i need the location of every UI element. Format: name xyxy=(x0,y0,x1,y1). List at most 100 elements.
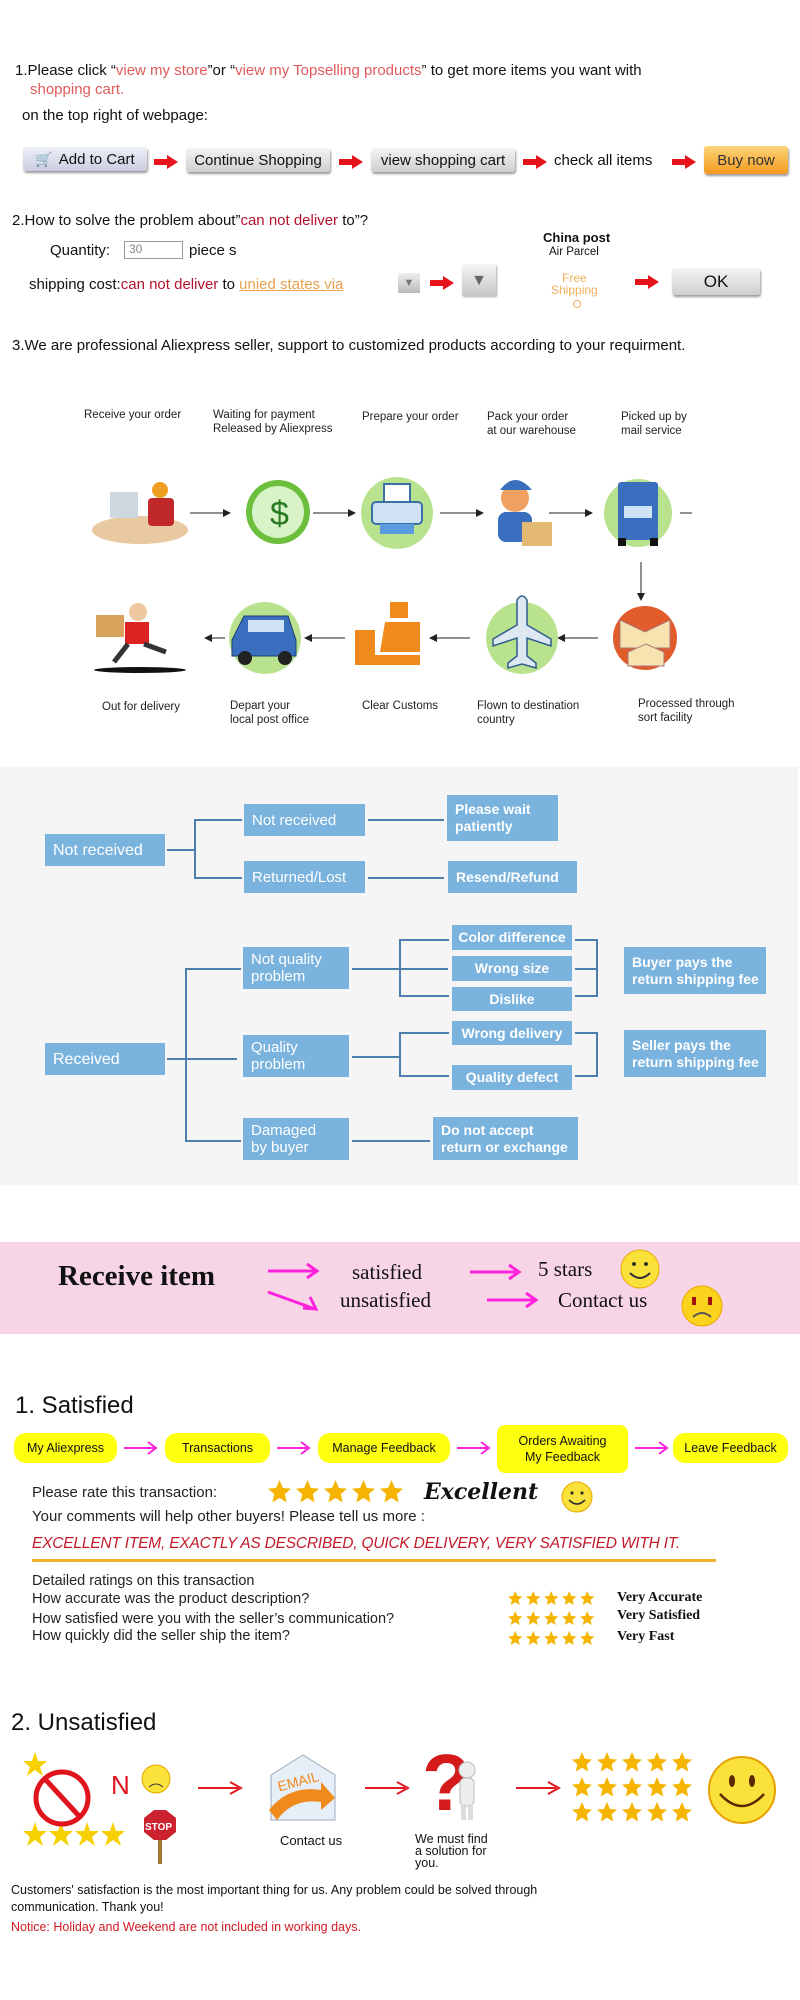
happy-smiley-icon xyxy=(620,1249,660,1289)
satisfaction-message: Customers' satisfaction is the most impo… xyxy=(11,1883,538,1914)
answer-2: Very Satisfied xyxy=(617,1608,701,1623)
unsatisfied-title: 2. Unsatisfied xyxy=(11,1709,157,1736)
connector xyxy=(399,939,449,941)
connector xyxy=(596,1032,598,1077)
star-icon xyxy=(324,1480,347,1503)
connector xyxy=(194,819,196,879)
sample-comment: EXCELLENT ITEM, EXACTLY AS DESCRIBED, QU… xyxy=(32,1535,680,1552)
contact-us-caption: Contact us xyxy=(280,1833,343,1848)
node-color-difference: Color difference xyxy=(452,925,572,950)
heading-text: to”? xyxy=(338,212,369,229)
step-orders-awaiting: Orders Awaiting My Feedback xyxy=(497,1425,628,1473)
intro-text: 1.Please click “ xyxy=(15,62,116,79)
star-icon xyxy=(622,1777,642,1797)
node-quality-problem: Quality problem xyxy=(243,1035,349,1077)
intro-text: ” to get more items you want with xyxy=(421,62,642,79)
star-icon xyxy=(622,1752,642,1772)
rating-word: Excellent xyxy=(424,1479,539,1505)
star-icon xyxy=(508,1611,523,1626)
continue-shopping-button[interactable]: Continue Shopping xyxy=(186,148,330,172)
air-parcel-label: Air Parcel xyxy=(549,246,599,258)
star-icon xyxy=(296,1480,319,1503)
shopping-cart-link[interactable]: shopping cart. xyxy=(30,81,125,98)
star-icon xyxy=(562,1631,577,1646)
quantity-input[interactable]: 30 xyxy=(124,241,183,259)
arrow-right-icon xyxy=(672,155,696,169)
view-topselling-link[interactable]: view my Topselling products xyxy=(235,62,422,79)
shipping-text: to xyxy=(218,276,240,293)
connector xyxy=(399,939,401,997)
receive-item-title: Receive item xyxy=(58,1260,215,1292)
connector xyxy=(185,968,187,1142)
china-post-label: China post xyxy=(543,230,611,245)
star-icon xyxy=(580,1591,595,1606)
order-flow-illustration: $ xyxy=(92,477,692,674)
answer-1: Very Accurate xyxy=(617,1590,703,1605)
courier-running-icon xyxy=(94,603,186,673)
connector xyxy=(167,1058,237,1060)
connector xyxy=(194,877,242,879)
connector xyxy=(575,968,598,970)
connector xyxy=(575,1075,598,1077)
contact-us-label: Contact us xyxy=(558,1288,648,1312)
star-icon xyxy=(562,1611,577,1626)
sad-smiley-icon xyxy=(681,1285,723,1327)
star-icon xyxy=(526,1591,541,1606)
flow-label: Out for delivery xyxy=(102,701,180,713)
arrow-right-icon xyxy=(198,1781,243,1795)
money-bag-icon: $ xyxy=(246,480,310,544)
node-wrong-size: Wrong size xyxy=(452,956,572,981)
star-icon xyxy=(380,1480,403,1503)
connector xyxy=(596,939,598,997)
view-my-store-link[interactable]: view my store xyxy=(115,62,208,79)
star-icon xyxy=(622,1802,642,1822)
svg-text:$: $ xyxy=(270,495,289,533)
node-not-received: Not received xyxy=(45,834,165,866)
dropdown-button[interactable]: ▼ xyxy=(462,265,496,296)
check-all-items-text: check all items xyxy=(554,152,653,169)
star-icon xyxy=(672,1752,692,1772)
connector xyxy=(399,1032,449,1034)
arrow-right-icon xyxy=(339,155,363,169)
globe-mail-icon xyxy=(613,606,677,670)
node-quality-defect: Quality defect xyxy=(452,1065,572,1090)
step-manage-feedback: Manage Feedback xyxy=(318,1433,450,1463)
flow-label: Depart your local post office xyxy=(230,700,310,726)
flow-label: Prepare your order xyxy=(362,411,459,423)
star-icon xyxy=(647,1802,667,1822)
section2-heading: 2.How to solve the problem about”can not… xyxy=(12,212,368,229)
intro-line-2: on the top right of webpage: xyxy=(22,107,208,124)
connector xyxy=(368,877,444,879)
comments-prompt: Your comments will help other buyers! Pl… xyxy=(32,1508,425,1525)
shipping-destination-link[interactable]: unied states via xyxy=(239,276,344,293)
cart-icon: 🛒 xyxy=(35,150,53,167)
star-icon xyxy=(672,1802,692,1822)
node-dislike: Dislike xyxy=(452,987,572,1011)
step-leave-feedback: Leave Feedback xyxy=(673,1433,788,1463)
shipping-label: shipping cost: xyxy=(29,276,121,293)
shipping-radio[interactable] xyxy=(573,300,581,308)
buy-now-button[interactable]: Buy now xyxy=(704,146,788,174)
quantity-label: Quantity: xyxy=(50,242,111,259)
no-stars-stop-icon: N STOP xyxy=(23,1752,176,1864)
connector xyxy=(352,1056,400,1058)
arrow-right-icon xyxy=(516,1781,561,1795)
flow-label: Picked up by mail service xyxy=(621,411,687,437)
arrow-right-icon xyxy=(154,155,178,169)
add-to-cart-button[interactable]: 🛒 Add to Cart xyxy=(23,147,147,171)
ok-button[interactable]: OK xyxy=(672,268,760,295)
node-returned-lost: Returned/Lost xyxy=(244,861,365,893)
view-shopping-cart-button[interactable]: view shopping cart xyxy=(371,148,515,172)
svg-text:STOP: STOP xyxy=(145,1822,172,1833)
star-icon xyxy=(572,1777,592,1797)
connector xyxy=(352,1140,430,1142)
rate-label: Please rate this transaction: xyxy=(32,1484,218,1501)
flow-label: Receive your order xyxy=(84,409,182,421)
connector xyxy=(575,939,598,941)
flow-label: Clear Customs xyxy=(362,700,439,712)
receive-item-banner xyxy=(0,1242,800,1334)
node-not-received-sub: Not received xyxy=(244,804,365,836)
answer-3: Very Fast xyxy=(617,1629,675,1644)
shipping-dropdown[interactable]: ▼ xyxy=(398,273,420,293)
star-icon xyxy=(544,1631,559,1646)
